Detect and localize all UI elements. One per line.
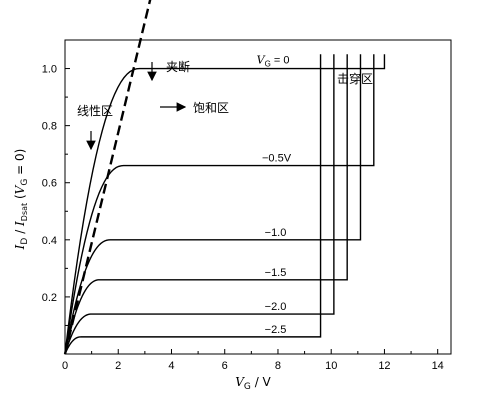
x-tick-label: 6 xyxy=(222,360,228,372)
y-tick-label: 0.6 xyxy=(42,178,57,190)
x-axis-label: VG / V xyxy=(235,375,271,392)
plot-frame xyxy=(64,39,452,355)
axes-frame xyxy=(64,39,452,355)
breakdown-region-label: 击穿区 xyxy=(337,71,373,86)
x-tick-label: 8 xyxy=(275,360,281,372)
curve-label: −1.5 xyxy=(265,267,287,279)
y-tick-label: 0.2 xyxy=(42,292,57,304)
saturation-region-label: 饱和区 xyxy=(193,100,229,115)
curve-label: −2.0 xyxy=(265,301,287,313)
curve-label: −1.0 xyxy=(265,227,287,239)
curve-line xyxy=(64,54,335,355)
curves-group: VG = 0 −0.5V −1.0 −1.5 −2.0 −2.5 xyxy=(63,0,386,355)
curve-label: −0.5V xyxy=(262,153,292,165)
y-tick-label: 0.8 xyxy=(42,121,57,133)
x-tick-label: 2 xyxy=(115,360,121,372)
pinch-off-dashed-line xyxy=(63,0,152,355)
x-tick-label: 12 xyxy=(378,360,390,372)
curve-label: −2.5 xyxy=(265,324,287,336)
x-tick-label: 10 xyxy=(325,360,337,372)
x-tick-label: 4 xyxy=(168,360,174,372)
x-tick-label: 14 xyxy=(432,360,444,372)
curve-line xyxy=(64,54,348,355)
curve-line xyxy=(64,54,386,355)
y-tick-label: 0.4 xyxy=(42,235,57,247)
linear-region-label: 线性区 xyxy=(77,104,113,118)
axis-ticks: 0 2 4 6 8 10 12 14 0.2 0.4 0.6 0.8 1.0 VG / V ID / IDs… xyxy=(13,39,444,392)
x-tick-label: 0 xyxy=(62,360,68,372)
y-tick-label: 1.0 xyxy=(42,64,57,76)
curve-line xyxy=(64,54,362,355)
y-axis-label: ID / IDsat (VG = 0) xyxy=(13,149,30,251)
pinch-off-label: 夹断 xyxy=(166,59,190,74)
curve-line xyxy=(64,54,322,355)
curve-label: VG = 0 xyxy=(257,54,290,69)
curve-line xyxy=(64,54,375,355)
